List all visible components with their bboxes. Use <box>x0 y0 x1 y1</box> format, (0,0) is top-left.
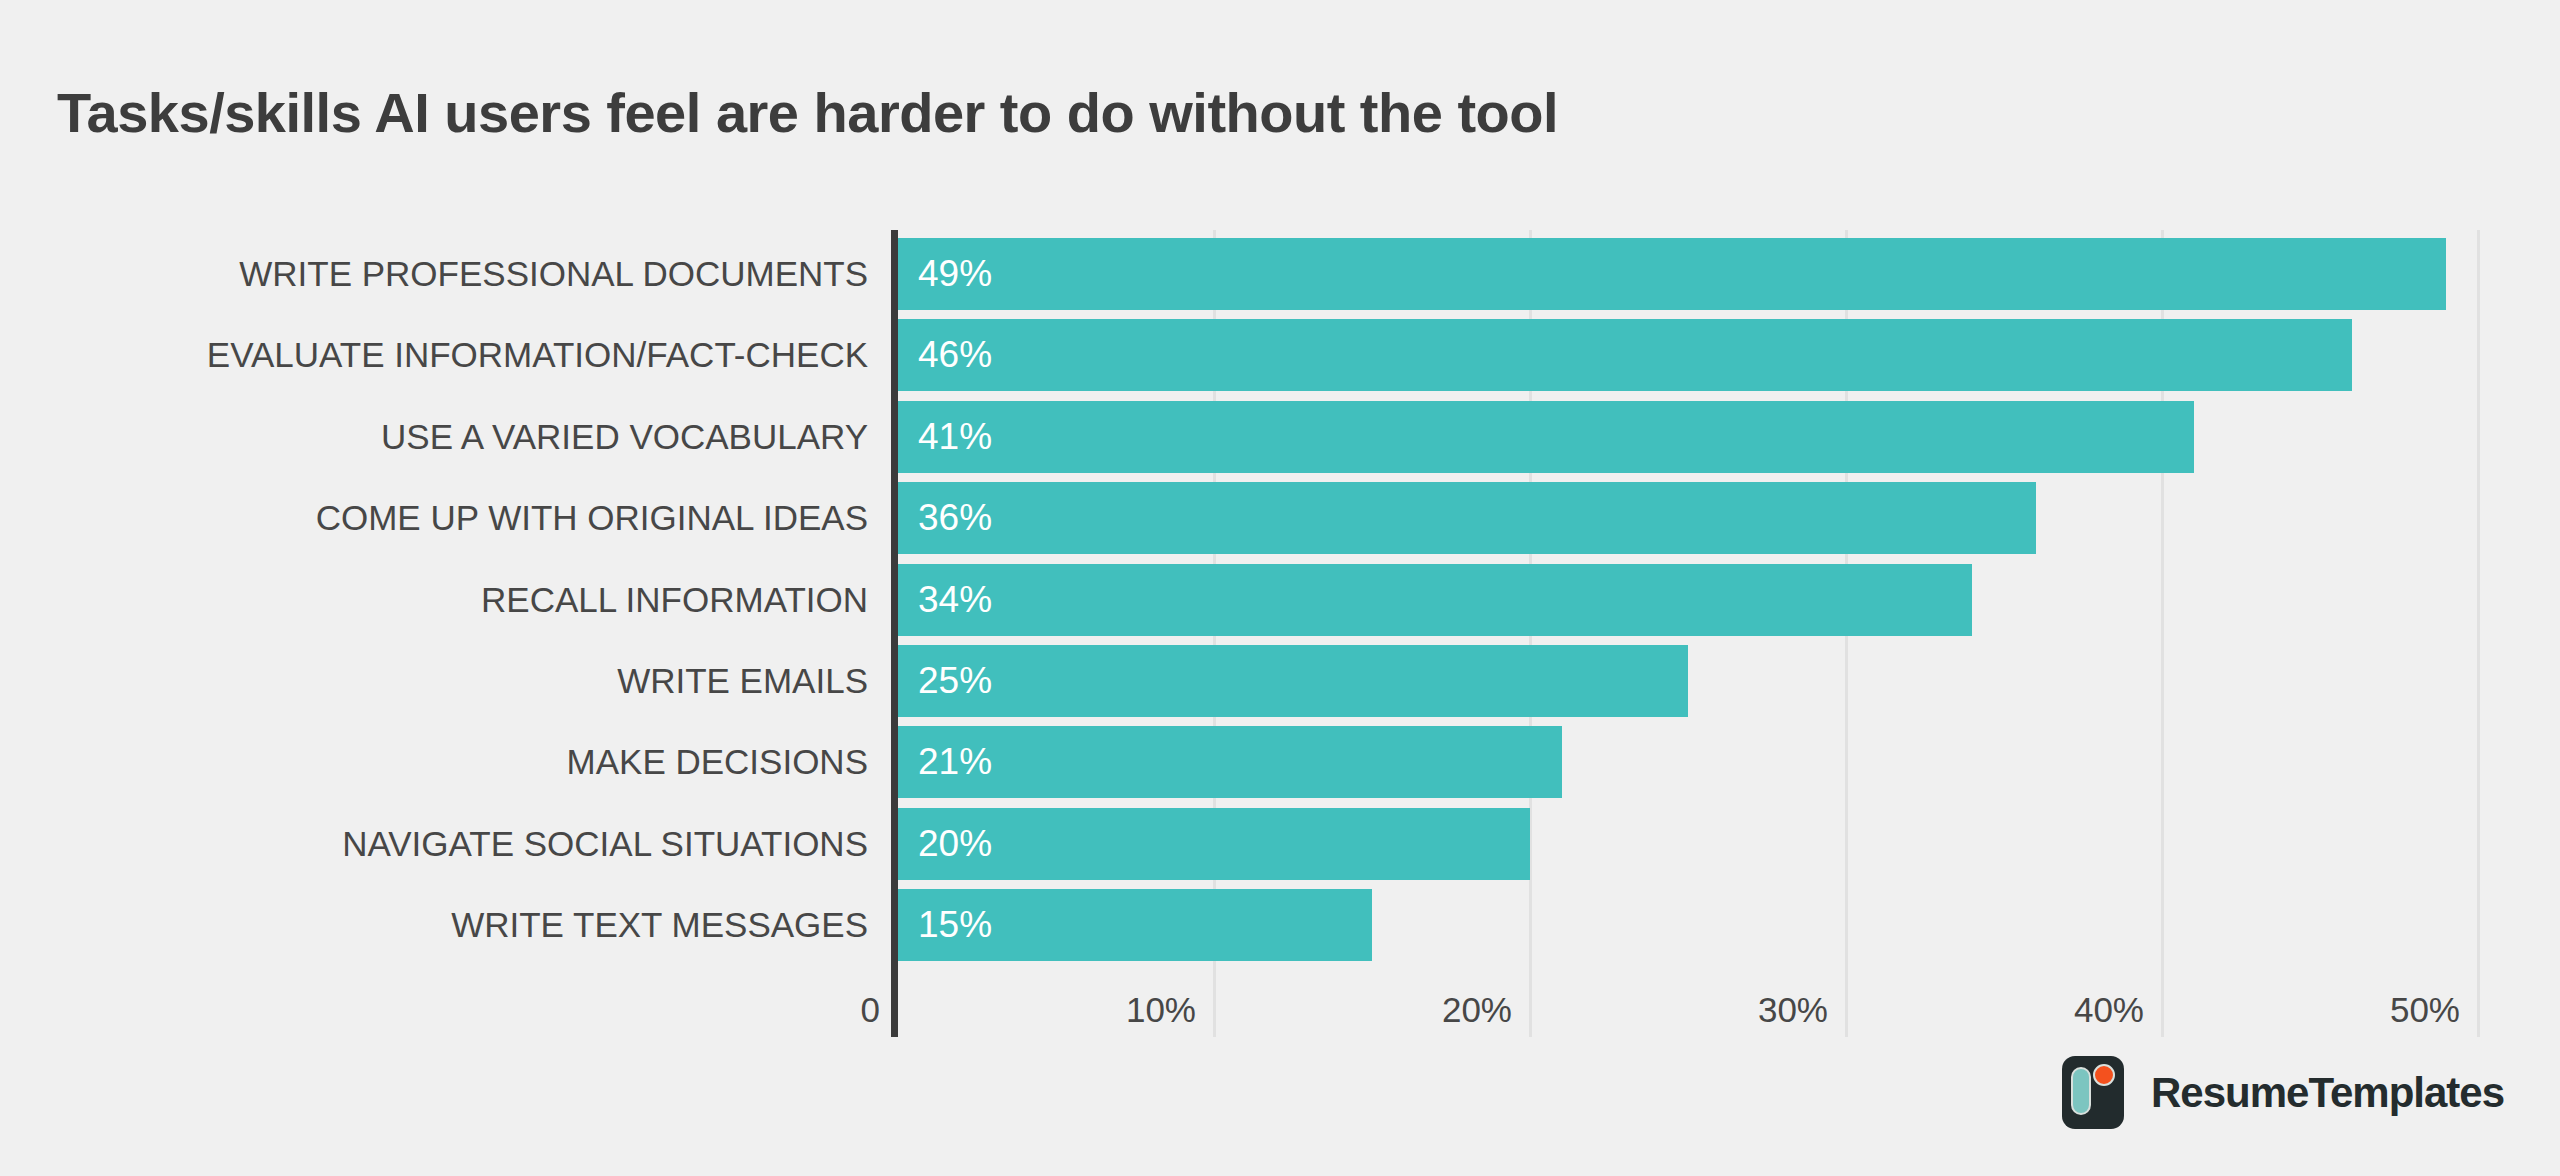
x-tick-label: 40% <box>1964 988 2144 1032</box>
bar: 41% <box>898 401 2194 473</box>
logo-dot-shape <box>2093 1064 2115 1086</box>
category-label: WRITE PROFESSIONAL DOCUMENTS <box>0 238 868 310</box>
bar: 34% <box>898 564 1972 636</box>
category-label: RECALL INFORMATION <box>0 564 868 636</box>
category-label: WRITE TEXT MESSAGES <box>0 889 868 961</box>
x-tick-label: 20% <box>1332 988 1512 1032</box>
bar-value-label: 21% <box>898 741 992 783</box>
x-tick-label: 0 <box>700 988 880 1032</box>
category-label: MAKE DECISIONS <box>0 726 868 798</box>
y-axis-line <box>891 230 898 1037</box>
gridline <box>2477 230 2480 1037</box>
bar-value-label: 15% <box>898 904 992 946</box>
bar-value-label: 46% <box>898 334 992 376</box>
brand-name: ResumeTemplates <box>2151 1056 2504 1129</box>
bar-value-label: 36% <box>898 497 992 539</box>
infographic-canvas: Tasks/skills AI users feel are harder to… <box>0 0 2560 1176</box>
bar: 46% <box>898 319 2352 391</box>
bar: 21% <box>898 726 1562 798</box>
bar: 20% <box>898 808 1530 880</box>
x-tick-label: 10% <box>1016 988 1196 1032</box>
brand-logo: ResumeTemplates <box>2062 1056 2504 1129</box>
bar: 36% <box>898 482 2036 554</box>
bar-value-label: 25% <box>898 660 992 702</box>
bar-value-label: 20% <box>898 823 992 865</box>
x-tick-label: 30% <box>1648 988 1828 1032</box>
bar: 49% <box>898 238 2446 310</box>
bar-value-label: 34% <box>898 579 992 621</box>
category-label: COME UP WITH ORIGINAL IDEAS <box>0 482 868 554</box>
chart-title: Tasks/skills AI users feel are harder to… <box>57 80 1558 145</box>
bar-value-label: 49% <box>898 253 992 295</box>
logo-pill-shape <box>2071 1067 2091 1115</box>
category-label: USE A VARIED VOCABULARY <box>0 401 868 473</box>
resumetemplates-logo-icon <box>2062 1056 2124 1129</box>
bar-value-label: 41% <box>898 416 992 458</box>
x-tick-label: 50% <box>2280 988 2460 1032</box>
bar: 15% <box>898 889 1372 961</box>
category-label: EVALUATE INFORMATION/FACT-CHECK <box>0 319 868 391</box>
category-label: NAVIGATE SOCIAL SITUATIONS <box>0 808 868 880</box>
category-label: WRITE EMAILS <box>0 645 868 717</box>
bar: 25% <box>898 645 1688 717</box>
